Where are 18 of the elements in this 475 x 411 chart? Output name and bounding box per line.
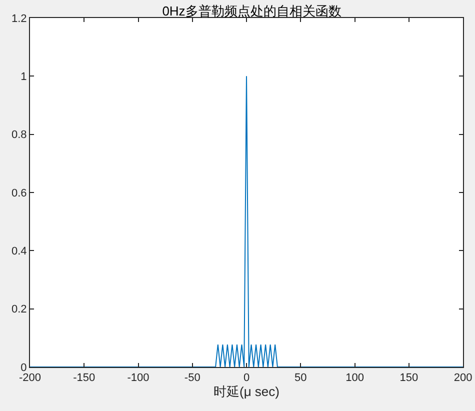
x-axis-title: 时延(μ sec) — [214, 384, 280, 400]
x-tick-label: -200 — [18, 372, 42, 384]
x-tick-label: -50 — [184, 372, 200, 384]
x-tick-label: 0 — [243, 372, 250, 384]
x-tick-label: 150 — [400, 372, 418, 384]
x-tick-label: 50 — [294, 372, 307, 384]
y-tick-label: 0.8 — [12, 129, 27, 142]
y-tick-label: 0.6 — [12, 187, 27, 200]
y-tick-label: 1 — [20, 71, 27, 84]
y-tick-label: 0.2 — [12, 304, 27, 316]
y-tick-label: 0.4 — [12, 246, 27, 258]
x-tick-label: -150 — [73, 372, 96, 384]
chart-title: 0Hz多普勒频点处的自相关函数 — [162, 3, 342, 18]
x-tick-label: 100 — [346, 372, 364, 384]
y-tick-label: 0 — [20, 362, 27, 374]
x-tick-label: 200 — [454, 372, 472, 384]
y-tick-label: 1.2 — [12, 12, 27, 25]
x-tick-label: -100 — [127, 372, 150, 384]
